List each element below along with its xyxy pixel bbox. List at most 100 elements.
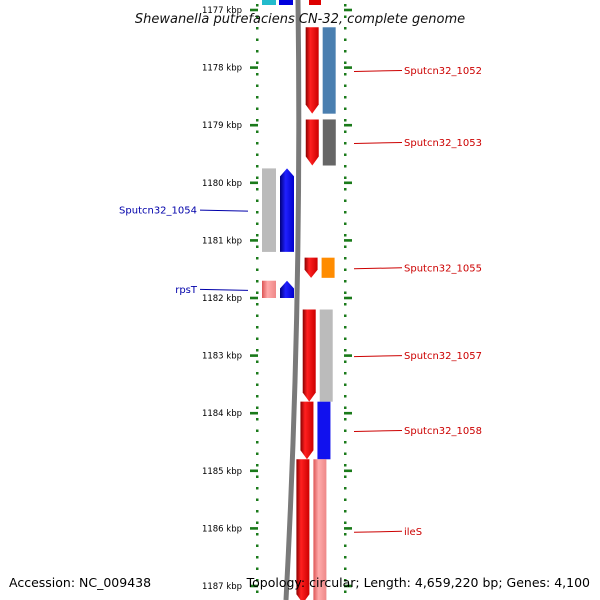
minor-tick (256, 280, 259, 283)
minor-tick (344, 349, 347, 352)
minor-tick (344, 498, 347, 501)
minor-tick (256, 234, 259, 237)
minor-tick (256, 567, 259, 570)
major-tick (250, 123, 258, 127)
minor-tick (256, 418, 259, 421)
scale-label: 1182 kbp (202, 294, 242, 304)
gene-label-reverse[interactable]: rpsT (175, 285, 198, 296)
minor-tick (344, 73, 347, 76)
minor-tick (256, 291, 259, 294)
minor-tick (344, 326, 347, 329)
label-connector (199, 288, 249, 291)
minor-tick (256, 579, 259, 582)
minor-tick (344, 556, 347, 559)
minor-tick (256, 153, 259, 156)
minor-tick (256, 188, 259, 191)
minor-tick (344, 165, 347, 168)
minor-tick (344, 50, 347, 53)
major-tick (344, 8, 352, 12)
minor-tick (344, 475, 347, 478)
minor-tick (344, 337, 347, 340)
minor-tick (256, 556, 259, 559)
label-connector (353, 530, 403, 533)
minor-tick (256, 429, 259, 432)
minor-tick (344, 245, 347, 248)
scale-label: 1187 kbp (202, 582, 242, 592)
gene-label-forward[interactable]: Sputcn32_1055 (404, 263, 482, 274)
gene-label-forward[interactable]: ileS (404, 527, 422, 538)
minor-tick (344, 142, 347, 145)
minor-tick (256, 50, 259, 53)
minor-tick (256, 487, 259, 490)
minor-tick (256, 303, 259, 306)
gene-label-forward[interactable]: Sputcn32_1058 (404, 426, 482, 437)
gene-label-forward[interactable]: Sputcn32_1053 (404, 138, 482, 149)
label-connector (353, 267, 403, 270)
minor-tick (256, 383, 259, 386)
minor-tick (256, 337, 259, 340)
gene-label-reverse[interactable]: Sputcn32_1054 (119, 206, 197, 217)
minor-tick (256, 107, 259, 110)
forward-gene-arrow[interactable] (304, 257, 318, 278)
minor-tick (344, 521, 347, 524)
minor-tick (344, 360, 347, 363)
minor-tick (256, 360, 259, 363)
minor-tick (256, 314, 259, 317)
major-tick (250, 296, 258, 300)
forward-gene-arrow[interactable] (305, 27, 319, 114)
scale-label: 1180 kbp (202, 179, 242, 189)
minor-tick (256, 222, 259, 225)
scale-label: 1186 kbp (202, 524, 242, 534)
minor-tick (256, 130, 259, 133)
minor-tick (256, 406, 259, 409)
major-tick (250, 181, 258, 185)
minor-tick (344, 211, 347, 214)
forward-gene-arrow[interactable] (300, 401, 314, 460)
minor-tick (256, 441, 259, 444)
minor-tick (344, 533, 347, 536)
cog-block (321, 257, 335, 278)
cog-block (317, 401, 331, 460)
minor-tick (256, 245, 259, 248)
accession-text: Accession: NC_009438 (9, 575, 151, 590)
minor-tick (256, 96, 259, 99)
scale-label: 1179 kbp (202, 121, 242, 131)
forward-gene-arrow[interactable] (302, 309, 316, 402)
map-title: Shewanella putrefaciens CN-32, complete … (135, 12, 465, 27)
minor-tick (344, 15, 347, 18)
minor-tick (344, 107, 347, 110)
minor-tick (256, 498, 259, 501)
gene-label-forward[interactable]: Sputcn32_1052 (404, 66, 482, 77)
forward-gene-arrow[interactable] (296, 459, 310, 600)
minor-tick (256, 15, 259, 18)
minor-tick (256, 475, 259, 478)
reverse-gene-arrow[interactable] (280, 168, 294, 252)
minor-tick (344, 4, 347, 7)
minor-tick (344, 119, 347, 122)
minor-tick (256, 544, 259, 547)
minor-tick (344, 452, 347, 455)
forward-gene-arrow[interactable] (305, 119, 319, 166)
cog-block (262, 168, 276, 252)
gene-label-forward[interactable]: Sputcn32_1057 (404, 351, 482, 362)
minor-tick (344, 268, 347, 271)
genome-backbone (283, 0, 302, 600)
minor-tick (256, 395, 259, 398)
minor-tick (344, 96, 347, 99)
minor-tick (344, 234, 347, 237)
major-tick (250, 469, 258, 473)
major-tick (344, 584, 352, 588)
minor-tick (344, 257, 347, 260)
cog-block (319, 309, 333, 402)
reverse-gene-arrow[interactable] (280, 280, 294, 298)
major-tick (250, 584, 258, 588)
minor-tick (256, 590, 259, 593)
major-tick (344, 66, 352, 69)
major-tick (250, 527, 258, 530)
minor-tick (344, 544, 347, 547)
scale-label: 1178 kbp (202, 64, 242, 74)
minor-tick (344, 291, 347, 294)
minor-tick (256, 84, 259, 87)
minor-tick (344, 487, 347, 490)
